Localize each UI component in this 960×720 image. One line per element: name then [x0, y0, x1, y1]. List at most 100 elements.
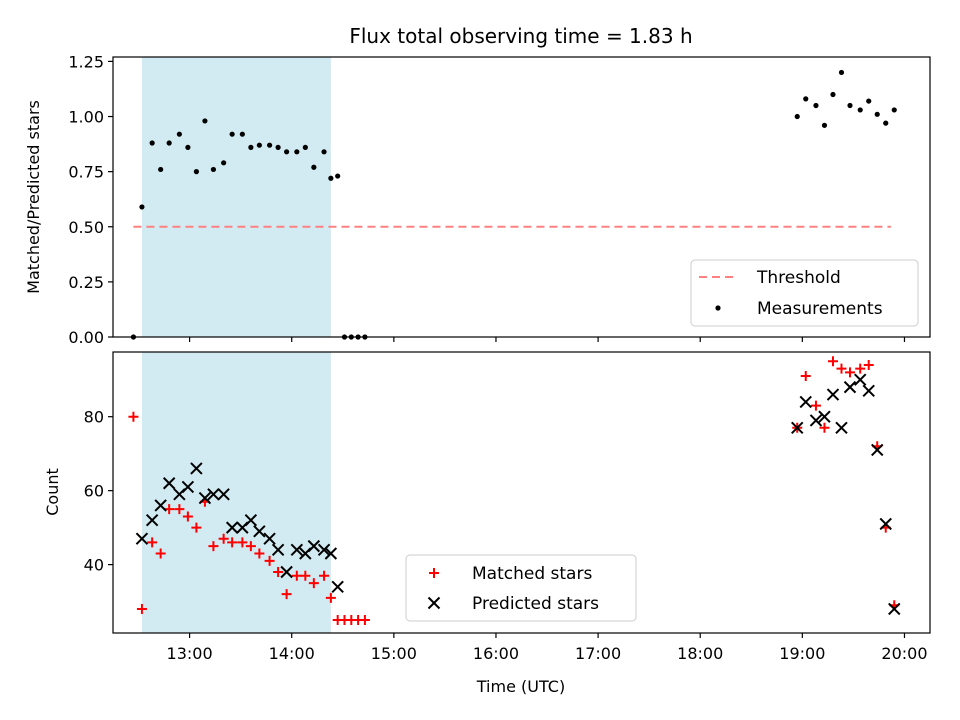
top-measurement-point — [266, 142, 273, 148]
bottom-matched-point — [155, 548, 166, 559]
top-measurement-point — [321, 149, 327, 155]
bottom-matched-point — [863, 359, 874, 370]
top-panel: 0.00 0.25 0.50 0.75 1.00 1.25 Threshold Measure… — [68, 52, 931, 347]
bottom-matched-point — [147, 537, 158, 548]
bottom-predicted-point — [244, 514, 258, 527]
bottom-matched-point — [182, 511, 193, 522]
top-measurement-point — [284, 149, 290, 155]
top-measurement-point — [311, 164, 317, 170]
bottom-predicted-point — [791, 421, 804, 435]
top-y-tick-label: 0.50 — [68, 218, 104, 237]
bottom-predicted-point — [888, 602, 901, 616]
bottom-matched-point — [836, 363, 847, 374]
bottom-predicted-point — [818, 410, 831, 423]
bottom-y-tick-label: 80 — [84, 408, 104, 427]
legend-matched-swatch — [429, 568, 439, 578]
top-axes-frame — [112, 56, 931, 338]
top-shaded-span — [141, 57, 331, 337]
bottom-predicted-point — [217, 488, 230, 501]
top-measurement-point — [335, 173, 341, 179]
bottom-predicted-point — [135, 532, 149, 545]
legend-predicted-swatch — [427, 596, 441, 610]
bottom-shaded-span — [141, 352, 331, 633]
bottom-predicted-point — [263, 532, 276, 545]
bottom-x-tick-label: 15:00 — [371, 644, 417, 663]
top-measurement-point — [857, 107, 863, 113]
bottom-x-tick-label: 13:00 — [167, 644, 213, 663]
top-y-tick-label: 1.25 — [68, 52, 104, 71]
bottom-predicted-point — [871, 443, 884, 457]
bottom-legend-box — [405, 554, 637, 622]
bottom-matched-point — [254, 548, 265, 559]
top-measurement-point — [302, 144, 308, 150]
bottom-matched-point — [164, 504, 175, 515]
bottom-panel: 40 60 80 13:00 14:00 15:00 16:00 17:00 18:00 19:0… — [84, 351, 931, 663]
bottom-predicted-point — [843, 380, 857, 394]
top-measurement-point — [866, 98, 872, 104]
top-measurement-point — [256, 142, 262, 148]
bottom-matched-point — [325, 592, 336, 603]
bottom-predicted-point — [190, 462, 203, 475]
bottom-predicted-point — [826, 388, 840, 401]
top-measurement-point — [847, 102, 853, 109]
top-measurement-point — [158, 166, 164, 173]
bottom-predicted-point — [317, 543, 331, 557]
bottom-predicted-point — [162, 477, 176, 490]
bottom-matched-point — [291, 570, 302, 581]
top-measurement-point — [229, 131, 235, 137]
top-measurement-point — [891, 107, 897, 113]
bottom-matched-point — [208, 541, 219, 552]
top-measurement-point — [803, 96, 809, 102]
bottom-y-tick-label: 60 — [84, 482, 104, 501]
bottom-matched-point — [191, 522, 202, 533]
bottom-matched-point — [308, 578, 319, 589]
top-measurement-point — [821, 122, 828, 128]
bottom-y-axis-title: Count — [43, 468, 62, 516]
bottom-y-tick-label: 40 — [84, 556, 104, 575]
top-measurement-point — [210, 166, 217, 173]
bottom-predicted-point — [879, 517, 892, 531]
legend-matched-label: Matched stars — [472, 564, 592, 584]
bottom-x-tick-label: 19:00 — [779, 644, 825, 663]
bottom-predicted-point — [253, 525, 266, 538]
top-measurement-point — [275, 144, 281, 150]
bottom-matched-point — [319, 570, 330, 581]
top-measurement-point — [202, 118, 208, 124]
bottom-x-tick-label: 17:00 — [575, 644, 621, 663]
bottom-matched-point — [128, 411, 139, 422]
chart-title: Flux total observing time = 1.83 h — [349, 24, 692, 48]
bottom-matched-point — [800, 371, 811, 382]
bottom-predicted-point — [280, 565, 293, 579]
bottom-predicted-point — [207, 488, 220, 501]
bottom-matched-point — [237, 537, 248, 548]
bottom-matched-point — [810, 400, 821, 411]
bottom-predicted-point — [854, 373, 867, 386]
top-measurement-point — [328, 175, 334, 181]
bottom-predicted-point — [271, 543, 285, 557]
bottom-predicted-point — [198, 491, 212, 505]
bottom-x-tick-label: 14:00 — [269, 644, 315, 663]
top-measurement-point — [830, 91, 836, 98]
bottom-predicted-point — [862, 384, 875, 398]
bottom-predicted-point — [181, 480, 195, 494]
top-legend-box — [690, 259, 919, 327]
bottom-predicted-point — [835, 421, 848, 435]
bottom-matched-point — [264, 555, 275, 566]
bottom-predicted-point — [799, 395, 812, 409]
top-measurement-point — [813, 102, 819, 109]
bottom-matched-point — [819, 422, 830, 433]
top-measurement-point — [139, 204, 145, 210]
top-measurement-point — [221, 160, 227, 166]
bottom-matched-point — [845, 367, 856, 378]
bottom-axes-frame — [112, 351, 931, 634]
legend-measurements-swatch — [715, 305, 721, 311]
bottom-predicted-point — [307, 539, 321, 553]
bottom-x-tick-label: 18:00 — [677, 644, 723, 663]
bottom-predicted-point — [154, 499, 167, 512]
bottom-predicted-point — [225, 521, 239, 534]
bottom-predicted-point — [290, 543, 304, 557]
bottom-predicted-point — [324, 547, 338, 560]
top-measurement-point — [176, 131, 182, 137]
bottom-matched-point — [359, 615, 370, 626]
